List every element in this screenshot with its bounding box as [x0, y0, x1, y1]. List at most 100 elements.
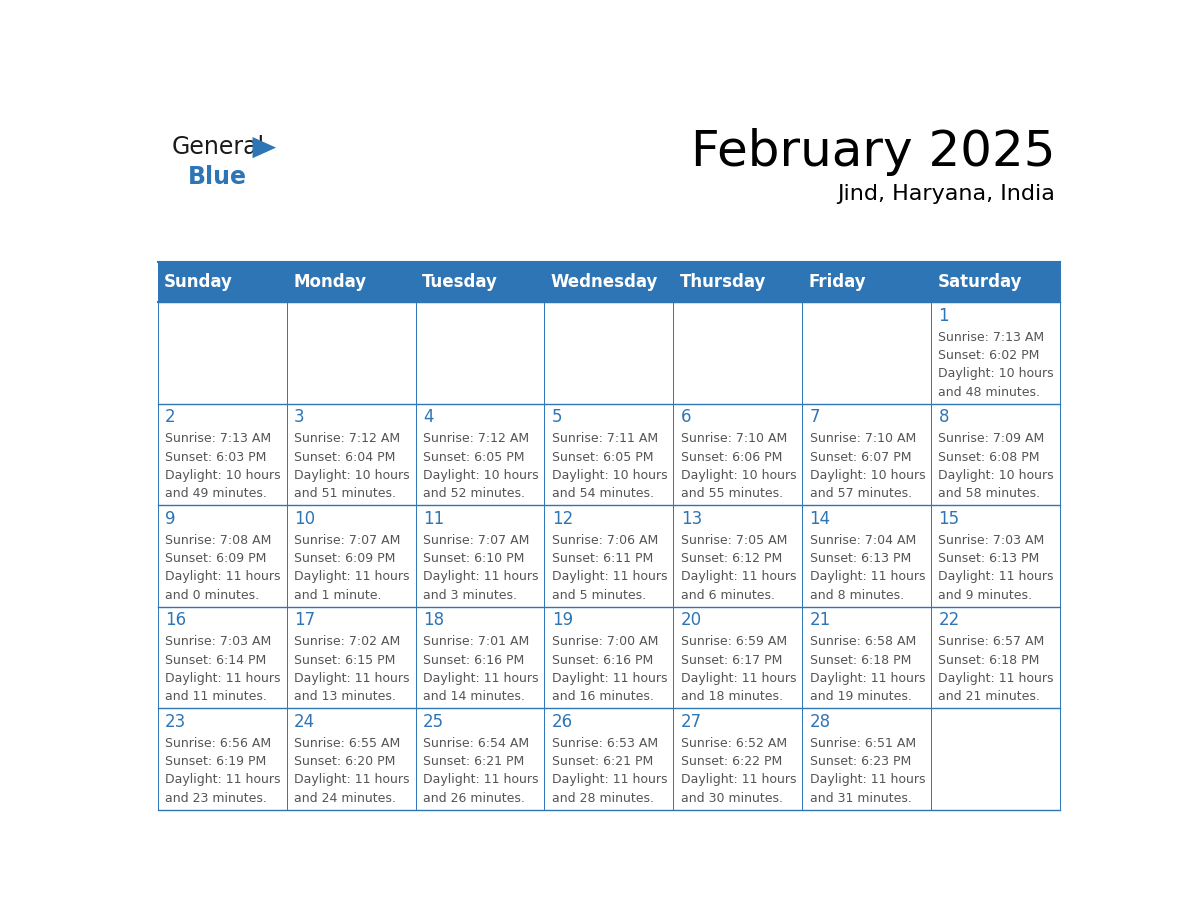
- Text: and 8 minutes.: and 8 minutes.: [809, 588, 904, 602]
- Text: Sunrise: 7:07 AM: Sunrise: 7:07 AM: [293, 533, 400, 547]
- Bar: [674, 302, 802, 404]
- Text: Daylight: 11 hours: Daylight: 11 hours: [293, 570, 410, 584]
- Text: Sunset: 6:02 PM: Sunset: 6:02 PM: [939, 349, 1040, 362]
- Text: Sunset: 6:18 PM: Sunset: 6:18 PM: [809, 654, 911, 666]
- Text: Daylight: 11 hours: Daylight: 11 hours: [551, 672, 668, 685]
- Text: Sunset: 6:22 PM: Sunset: 6:22 PM: [681, 756, 782, 768]
- Text: Sunrise: 6:51 AM: Sunrise: 6:51 AM: [809, 737, 916, 750]
- Text: Daylight: 10 hours: Daylight: 10 hours: [293, 469, 410, 482]
- Text: Sunset: 6:03 PM: Sunset: 6:03 PM: [165, 451, 266, 464]
- Text: Sunset: 6:17 PM: Sunset: 6:17 PM: [681, 654, 782, 666]
- Text: and 0 minutes.: and 0 minutes.: [165, 588, 259, 602]
- Text: Blue: Blue: [188, 165, 247, 189]
- Text: Sunrise: 7:10 AM: Sunrise: 7:10 AM: [809, 432, 916, 445]
- Text: 5: 5: [551, 409, 562, 426]
- Text: Wednesday: Wednesday: [551, 274, 658, 291]
- Text: Saturday: Saturday: [937, 274, 1022, 291]
- Text: and 48 minutes.: and 48 minutes.: [939, 386, 1041, 398]
- Text: Sunrise: 7:06 AM: Sunrise: 7:06 AM: [551, 533, 658, 547]
- Text: Sunrise: 6:52 AM: Sunrise: 6:52 AM: [681, 737, 786, 750]
- Text: 4: 4: [423, 409, 434, 426]
- Text: Sunset: 6:21 PM: Sunset: 6:21 PM: [423, 756, 524, 768]
- Text: Sunset: 6:16 PM: Sunset: 6:16 PM: [551, 654, 653, 666]
- Bar: [674, 607, 802, 709]
- Text: 9: 9: [165, 509, 176, 528]
- Text: Sunrise: 7:13 AM: Sunrise: 7:13 AM: [165, 432, 271, 445]
- Text: Daylight: 11 hours: Daylight: 11 hours: [551, 774, 668, 787]
- Text: 11: 11: [423, 509, 444, 528]
- Bar: [544, 302, 674, 404]
- Text: Sunrise: 6:57 AM: Sunrise: 6:57 AM: [939, 635, 1044, 648]
- Bar: [158, 709, 286, 810]
- Text: 7: 7: [809, 409, 820, 426]
- Text: Sunset: 6:09 PM: Sunset: 6:09 PM: [165, 552, 266, 565]
- Bar: [931, 404, 1060, 506]
- Text: 27: 27: [681, 712, 702, 731]
- Text: and 30 minutes.: and 30 minutes.: [681, 792, 783, 805]
- Text: Daylight: 11 hours: Daylight: 11 hours: [681, 672, 796, 685]
- Text: and 1 minute.: and 1 minute.: [293, 588, 381, 602]
- Text: Sunrise: 7:03 AM: Sunrise: 7:03 AM: [165, 635, 271, 648]
- Bar: [802, 607, 931, 709]
- Text: Daylight: 11 hours: Daylight: 11 hours: [551, 570, 668, 584]
- Text: Daylight: 11 hours: Daylight: 11 hours: [423, 672, 538, 685]
- Text: Monday: Monday: [293, 274, 366, 291]
- Text: Sunrise: 6:53 AM: Sunrise: 6:53 AM: [551, 737, 658, 750]
- Text: and 28 minutes.: and 28 minutes.: [551, 792, 653, 805]
- Bar: [416, 607, 544, 709]
- Text: Sunrise: 7:10 AM: Sunrise: 7:10 AM: [681, 432, 786, 445]
- Text: Sunset: 6:13 PM: Sunset: 6:13 PM: [809, 552, 911, 565]
- Text: and 16 minutes.: and 16 minutes.: [551, 690, 653, 703]
- Text: General: General: [171, 135, 265, 159]
- Text: and 55 minutes.: and 55 minutes.: [681, 487, 783, 500]
- Text: 17: 17: [293, 611, 315, 629]
- Text: Sunrise: 7:12 AM: Sunrise: 7:12 AM: [293, 432, 400, 445]
- Text: and 6 minutes.: and 6 minutes.: [681, 588, 775, 602]
- Text: Sunrise: 7:08 AM: Sunrise: 7:08 AM: [165, 533, 271, 547]
- Text: Sunrise: 6:59 AM: Sunrise: 6:59 AM: [681, 635, 786, 648]
- Text: Sunset: 6:12 PM: Sunset: 6:12 PM: [681, 552, 782, 565]
- Text: Daylight: 10 hours: Daylight: 10 hours: [165, 469, 280, 482]
- Bar: [158, 263, 1060, 302]
- Bar: [931, 506, 1060, 607]
- Text: and 26 minutes.: and 26 minutes.: [423, 792, 525, 805]
- Text: Sunrise: 7:01 AM: Sunrise: 7:01 AM: [423, 635, 529, 648]
- Text: 1: 1: [939, 307, 949, 325]
- Text: Sunset: 6:21 PM: Sunset: 6:21 PM: [551, 756, 653, 768]
- Text: Daylight: 11 hours: Daylight: 11 hours: [809, 672, 925, 685]
- Text: Sunrise: 7:03 AM: Sunrise: 7:03 AM: [939, 533, 1044, 547]
- Text: Sunrise: 7:12 AM: Sunrise: 7:12 AM: [423, 432, 529, 445]
- Text: Sunrise: 6:54 AM: Sunrise: 6:54 AM: [423, 737, 529, 750]
- Text: Sunset: 6:10 PM: Sunset: 6:10 PM: [423, 552, 524, 565]
- Text: Daylight: 11 hours: Daylight: 11 hours: [423, 774, 538, 787]
- Text: Sunrise: 6:55 AM: Sunrise: 6:55 AM: [293, 737, 400, 750]
- Text: Daylight: 11 hours: Daylight: 11 hours: [939, 570, 1054, 584]
- Text: and 51 minutes.: and 51 minutes.: [293, 487, 396, 500]
- Text: Daylight: 10 hours: Daylight: 10 hours: [423, 469, 538, 482]
- Text: Sunday: Sunday: [164, 274, 233, 291]
- Text: Daylight: 11 hours: Daylight: 11 hours: [681, 774, 796, 787]
- Polygon shape: [253, 137, 276, 158]
- Bar: [158, 302, 286, 404]
- Bar: [544, 709, 674, 810]
- Bar: [286, 302, 416, 404]
- Text: Daylight: 11 hours: Daylight: 11 hours: [165, 672, 280, 685]
- Bar: [931, 607, 1060, 709]
- Text: 15: 15: [939, 509, 960, 528]
- Text: Daylight: 11 hours: Daylight: 11 hours: [423, 570, 538, 584]
- Text: Daylight: 11 hours: Daylight: 11 hours: [293, 774, 410, 787]
- Text: Jind, Haryana, India: Jind, Haryana, India: [838, 185, 1055, 205]
- Text: and 49 minutes.: and 49 minutes.: [165, 487, 267, 500]
- Bar: [674, 709, 802, 810]
- Text: Thursday: Thursday: [680, 274, 766, 291]
- Text: Sunset: 6:18 PM: Sunset: 6:18 PM: [939, 654, 1040, 666]
- Bar: [416, 302, 544, 404]
- Text: and 52 minutes.: and 52 minutes.: [423, 487, 525, 500]
- Text: 6: 6: [681, 409, 691, 426]
- Bar: [802, 302, 931, 404]
- Text: 18: 18: [423, 611, 444, 629]
- Text: 24: 24: [293, 712, 315, 731]
- Text: 20: 20: [681, 611, 702, 629]
- Text: and 19 minutes.: and 19 minutes.: [809, 690, 911, 703]
- Bar: [802, 404, 931, 506]
